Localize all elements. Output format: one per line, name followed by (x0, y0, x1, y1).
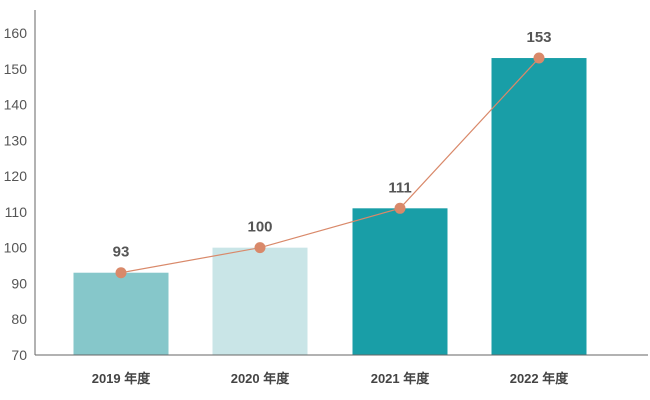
trend-line-marker (254, 242, 266, 254)
data-label: 111 (388, 179, 411, 196)
x-category-label: 2022 年度 (510, 371, 570, 386)
bar (73, 272, 169, 355)
data-label: 153 (526, 29, 551, 46)
y-tick-label: 130 (4, 132, 28, 148)
trend-line (115, 52, 545, 279)
y-tick-label: 90 (11, 275, 27, 291)
trend-line-marker (533, 52, 545, 64)
trend-line-marker (115, 267, 127, 279)
x-category-label: 2020 年度 (231, 371, 291, 386)
y-tick-label: 70 (11, 347, 27, 363)
data-label: 100 (247, 219, 272, 236)
y-tick-label: 140 (4, 97, 28, 113)
trend-line-marker (394, 202, 406, 214)
bars (73, 58, 587, 356)
data-label: 93 (113, 244, 130, 261)
x-axis: 2019 年度 2020 年度 2021 年度 2022 年度 (35, 354, 648, 386)
y-tick-label: 150 (4, 61, 28, 77)
y-tick-label: 120 (4, 168, 28, 184)
x-category-label: 2019 年度 (92, 371, 152, 386)
bar (491, 58, 587, 356)
bar (352, 208, 448, 355)
trend-line-path (120, 57, 540, 274)
bar (212, 247, 308, 355)
y-tick-label: 110 (5, 204, 28, 220)
y-tick-label: 100 (4, 240, 28, 256)
y-axis: 70 80 90 100 110 120 130 140 150 160 (4, 10, 36, 363)
x-category-label: 2021 年度 (371, 371, 431, 386)
y-tick-label: 160 (4, 25, 28, 41)
data-labels: 93 100 111 153 (113, 29, 552, 261)
y-tick-label: 80 (11, 311, 27, 327)
